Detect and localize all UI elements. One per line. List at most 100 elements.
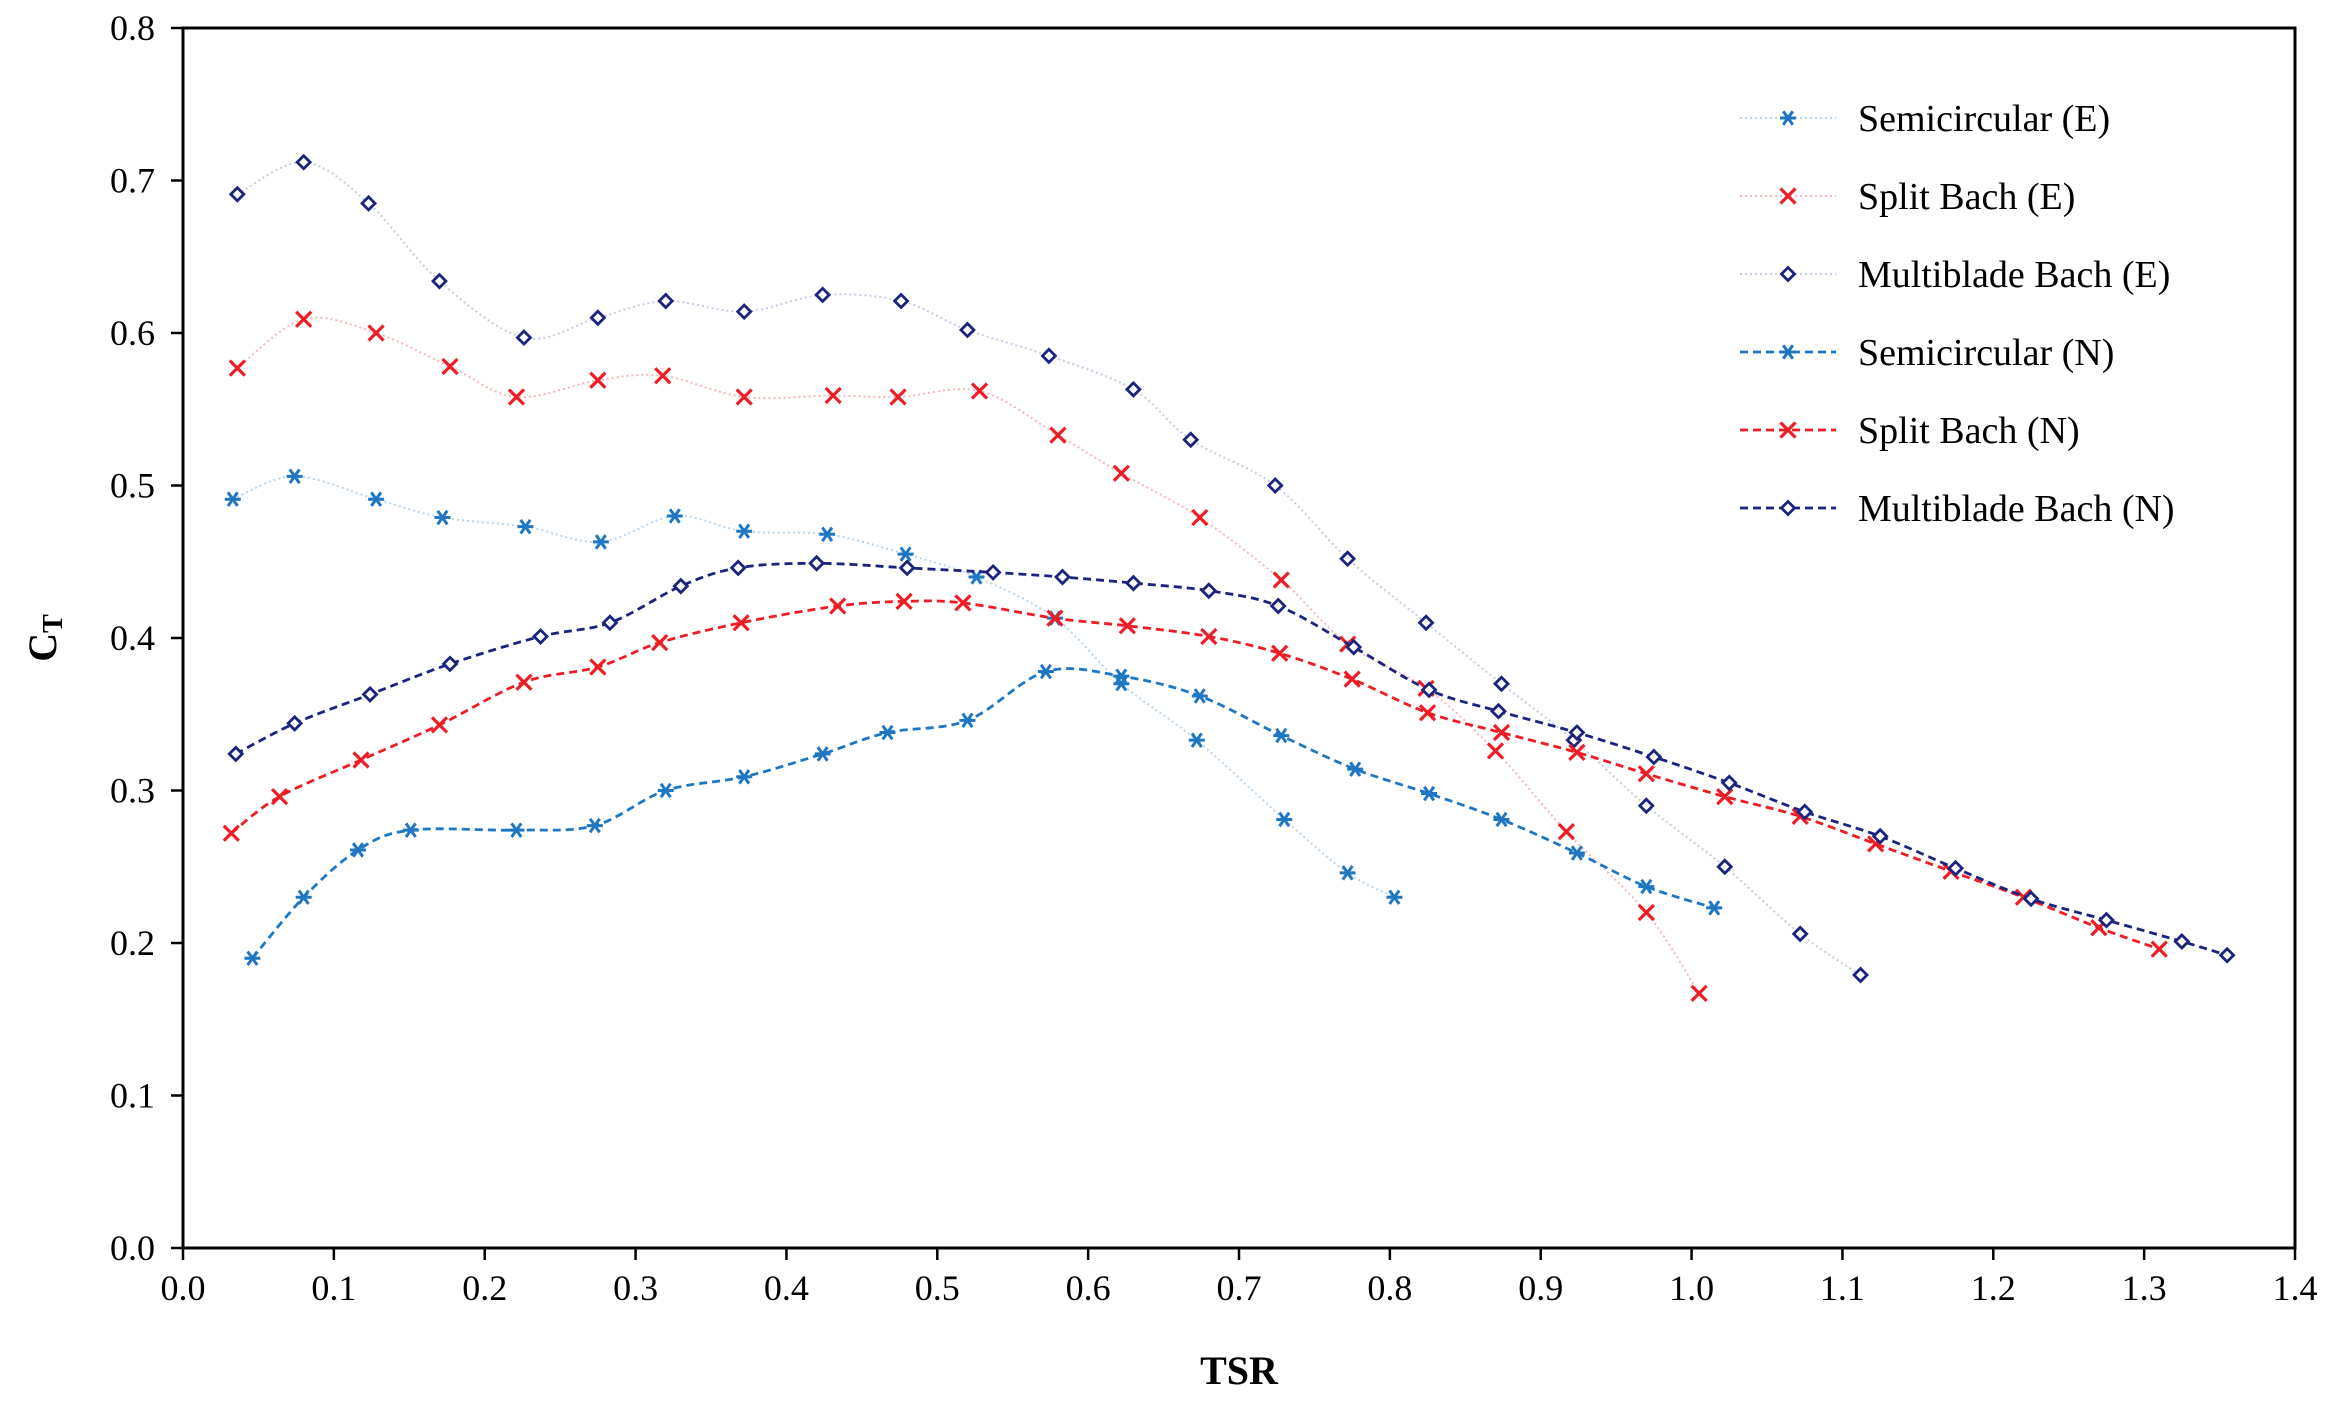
series-line xyxy=(236,316,1700,994)
marker-stroke xyxy=(1779,421,1797,439)
marker-stroke xyxy=(889,388,907,406)
data-point xyxy=(829,597,847,615)
legend-item: Split Bach (E) xyxy=(1740,176,2075,218)
series-3 xyxy=(244,663,1723,966)
marker-stroke xyxy=(441,357,459,376)
data-point xyxy=(984,563,1002,581)
y-tick-label: 0.3 xyxy=(110,771,155,811)
marker-stroke xyxy=(881,724,894,741)
marker-stroke xyxy=(1200,627,1218,646)
data-point xyxy=(1486,742,1505,760)
marker-stroke xyxy=(588,817,601,834)
y-axis-title-subscript: T xyxy=(38,614,69,633)
marker-stroke xyxy=(1341,865,1354,881)
data-point xyxy=(732,614,750,632)
data-point xyxy=(2150,940,2168,958)
data-point xyxy=(1638,878,1655,895)
data-point xyxy=(897,546,914,562)
marker-stroke xyxy=(515,673,533,691)
x-tick-label: 1.1 xyxy=(1820,1268,1865,1308)
marker-stroke xyxy=(1779,187,1797,205)
data-point xyxy=(1124,380,1142,398)
data-point xyxy=(589,309,607,327)
data-point xyxy=(1112,464,1130,482)
data-point xyxy=(1568,845,1585,861)
marker-stroke xyxy=(895,592,913,611)
data-point xyxy=(1947,859,1965,877)
marker-stroke xyxy=(1190,732,1203,748)
data-point xyxy=(441,357,459,376)
marker-stroke xyxy=(222,824,240,842)
data-point xyxy=(879,724,896,741)
marker-stroke xyxy=(510,822,523,838)
marker-stroke xyxy=(1272,571,1290,589)
marker-stroke xyxy=(352,751,370,769)
legend-marker xyxy=(1780,344,1796,360)
marker-stroke xyxy=(829,597,847,615)
data-point xyxy=(286,468,303,485)
marker-stroke xyxy=(738,523,751,539)
x-tick-label: 1.0 xyxy=(1669,1268,1714,1308)
data-point xyxy=(1046,609,1064,627)
marker-stroke xyxy=(1418,704,1437,722)
x-tick-label: 1.2 xyxy=(1971,1268,2016,1308)
data-point xyxy=(441,655,459,673)
marker-stroke xyxy=(1423,785,1436,802)
marker-stroke xyxy=(228,359,246,377)
x-axis-title: TSR xyxy=(1200,1348,1279,1393)
x-tick-label: 0.1 xyxy=(311,1268,356,1308)
data-point xyxy=(1386,889,1403,905)
data-point xyxy=(1720,774,1738,792)
legend-label: Split Bach (E) xyxy=(1858,176,2075,218)
legend-marker xyxy=(1779,187,1797,205)
data-point xyxy=(959,712,976,729)
data-point xyxy=(1716,858,1734,876)
marker-stroke xyxy=(1637,765,1655,783)
marker-stroke xyxy=(1046,609,1064,627)
marker-stroke xyxy=(1275,727,1288,744)
x-tick-label: 0.8 xyxy=(1367,1268,1412,1308)
data-point xyxy=(430,272,448,290)
data-point xyxy=(1568,724,1586,742)
x-tick-label: 0.5 xyxy=(915,1268,960,1308)
marker-stroke xyxy=(507,388,526,406)
legend-marker xyxy=(1779,421,1797,439)
x-tick-label: 0.3 xyxy=(613,1268,658,1308)
data-point xyxy=(295,153,313,171)
series-2 xyxy=(228,153,1870,984)
data-point xyxy=(1493,675,1510,693)
data-point xyxy=(515,673,533,691)
marker-stroke xyxy=(738,769,751,785)
data-point xyxy=(735,388,753,406)
data-point xyxy=(1191,508,1209,527)
marker-stroke xyxy=(1049,426,1067,444)
data-point xyxy=(295,310,313,328)
data-point xyxy=(1343,670,1361,688)
marker-stroke xyxy=(1115,668,1128,684)
marker-stroke xyxy=(1112,464,1130,482)
data-point xyxy=(295,889,312,905)
marker-stroke xyxy=(589,658,607,676)
data-point xyxy=(1568,743,1586,762)
data-point xyxy=(508,822,525,838)
x-tick-label: 0.2 xyxy=(462,1268,507,1308)
marker-stroke xyxy=(1557,823,1575,841)
legend-marker xyxy=(1779,499,1797,517)
data-point xyxy=(1271,644,1289,662)
marker-stroke xyxy=(519,519,532,535)
data-point xyxy=(2097,911,2115,929)
data-point xyxy=(1200,627,1218,646)
legend-label: Split Bach (N) xyxy=(1858,410,2080,452)
data-point xyxy=(367,324,385,342)
data-point xyxy=(736,769,753,785)
marker-stroke xyxy=(1191,508,1209,527)
data-point xyxy=(1113,668,1130,684)
data-point xyxy=(814,746,831,762)
legend: Semicircular (E) Split Bach (E) Multiblade… xyxy=(1740,98,2175,530)
data-point xyxy=(361,685,379,703)
legend-item: Multiblade Bach (N) xyxy=(1740,488,2175,530)
data-point xyxy=(1645,748,1663,766)
marker-stroke xyxy=(589,371,607,389)
marker-stroke xyxy=(1118,617,1136,635)
marker-stroke xyxy=(899,546,912,562)
